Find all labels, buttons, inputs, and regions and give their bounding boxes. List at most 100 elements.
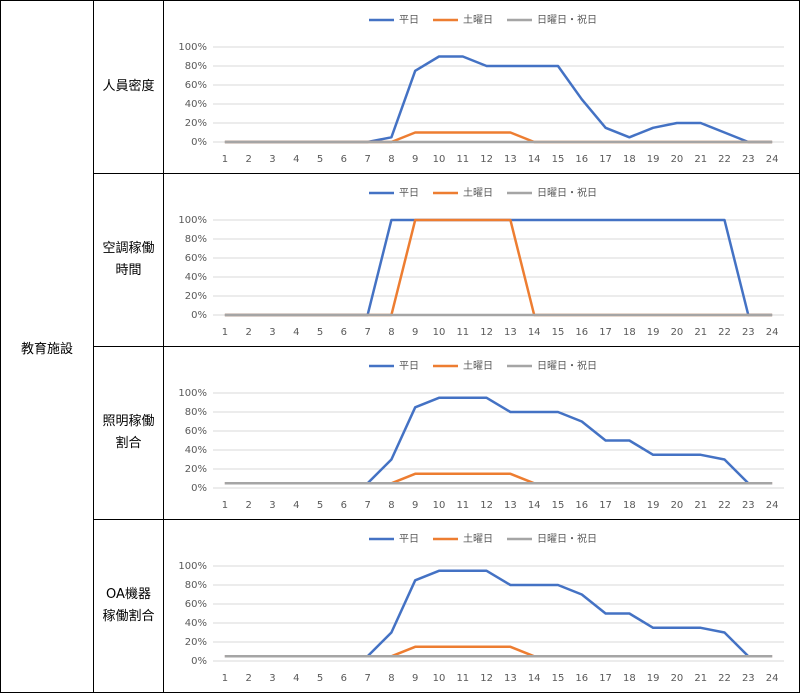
- x-tick-label: 22: [718, 154, 731, 165]
- x-tick-label: 21: [694, 154, 707, 165]
- series-line: [224, 472, 773, 485]
- x-tick-label: 17: [599, 500, 612, 511]
- x-tick-label: 23: [742, 673, 755, 684]
- y-tick-label: 0%: [191, 310, 207, 321]
- x-tick-label: 5: [317, 327, 323, 338]
- y-tick-label: 100%: [178, 388, 207, 399]
- legend-label: 平日: [399, 534, 419, 545]
- x-tick-label: 1: [222, 500, 228, 511]
- y-tick-label: 0%: [191, 137, 207, 148]
- row-label: 空調稼働: [102, 241, 155, 256]
- x-tick-label: 21: [694, 673, 707, 684]
- series-line: [224, 645, 773, 658]
- x-tick-label: 17: [599, 327, 612, 338]
- x-tick-label: 18: [623, 673, 636, 684]
- x-tick-label: 15: [552, 673, 565, 684]
- x-tick-label: 4: [293, 673, 299, 684]
- x-tick-label: 15: [552, 500, 565, 511]
- group-label: 教育施設: [20, 341, 73, 357]
- x-tick-label: 16: [575, 154, 588, 165]
- x-tick-label: 4: [293, 327, 299, 338]
- x-tick-label: 1: [222, 673, 228, 684]
- y-tick-label: 80%: [185, 407, 207, 418]
- x-tick-label: 9: [412, 154, 418, 165]
- x-tick-label: 17: [599, 154, 612, 165]
- row-label-cell: 空調稼働 時間: [93, 173, 163, 346]
- chart: 0%20%40%60%80%100%1 2 3 4 5 6 7 8 9 10 11 12 13 14 15 1…: [178, 359, 784, 511]
- y-tick-label: 20%: [185, 118, 207, 129]
- x-tick-label: 17: [599, 673, 612, 684]
- x-tick-label: 18: [623, 500, 636, 511]
- legend-label: 平日: [399, 188, 419, 199]
- x-tick-label: 8: [388, 500, 394, 511]
- y-tick-label: 20%: [185, 637, 207, 648]
- chart-cell: 0% 20% 40% 60% 80% 100% 1 2 3 4 5 6 7 8 9 10 11 12 13 14 15 1…: [163, 519, 799, 692]
- series-line: [224, 569, 773, 658]
- row-label: 時間: [115, 263, 142, 278]
- x-tick-label: 14: [528, 154, 541, 165]
- chart: 0%20%40%60%80%100%1 2 3 4 5 6 7 8 9 10 11 12 13 14 15 1…: [178, 13, 784, 165]
- legend-label: 土曜日: [463, 359, 493, 372]
- series-line: [224, 218, 773, 317]
- x-tick-label: 14: [528, 500, 541, 511]
- series-line: [224, 55, 773, 144]
- x-tick-label: 4: [293, 154, 299, 165]
- x-tick-label: 9: [412, 327, 418, 338]
- x-tick-label: 19: [647, 673, 660, 684]
- row-label-cell: 照明稼働 割合: [93, 346, 163, 519]
- y-tick-label: 40%: [185, 272, 207, 283]
- x-tick-label: 22: [718, 673, 731, 684]
- x-tick-label: 11: [456, 673, 469, 684]
- y-tick-label: 100%: [178, 215, 207, 226]
- x-tick-label: 22: [718, 500, 731, 511]
- y-tick-label: 80%: [185, 580, 207, 591]
- x-tick-label: 11: [456, 500, 469, 511]
- y-tick-label: 0%: [191, 656, 207, 667]
- row-label: 照明稼働: [102, 414, 155, 429]
- y-tick-label: 60%: [185, 253, 207, 264]
- x-tick-label: 7: [364, 154, 370, 165]
- x-tick-label: 2: [246, 154, 252, 165]
- x-tick-label: 13: [504, 500, 517, 511]
- x-tick-label: 3: [269, 673, 275, 684]
- x-tick-label: 6: [341, 327, 347, 338]
- x-tick-label: 15: [552, 327, 565, 338]
- x-tick-label: 9: [412, 500, 418, 511]
- y-tick-label: 60%: [185, 599, 207, 610]
- x-tick-label: 16: [575, 500, 588, 511]
- x-tick-label: 12: [480, 673, 493, 684]
- series-line: [224, 396, 773, 485]
- y-tick-label: 80%: [185, 234, 207, 245]
- x-tick-label: 24: [766, 673, 779, 684]
- x-tick-label: 19: [647, 500, 660, 511]
- x-tick-label: 3: [269, 500, 275, 511]
- x-tick-label: 6: [341, 673, 347, 684]
- y-tick-label: 40%: [185, 99, 207, 110]
- x-tick-label: 5: [317, 154, 323, 165]
- x-tick-label: 16: [575, 327, 588, 338]
- x-tick-label: 24: [766, 154, 779, 165]
- x-tick-label: 13: [504, 673, 517, 684]
- x-tick-label: 23: [742, 154, 755, 165]
- group-cell: 教育施設: [0, 0, 93, 692]
- x-tick-label: 23: [742, 500, 755, 511]
- x-tick-label: 7: [364, 327, 370, 338]
- legend-label: 日曜日・祝日: [537, 13, 597, 26]
- x-tick-label: 5: [317, 673, 323, 684]
- x-tick-label: 11: [456, 154, 469, 165]
- legend-label: 平日: [399, 361, 419, 372]
- chart: 0%20%40%60%80%100%1 2 3 4 5 6 7 8 9 10 11 12 13 14 15 1…: [178, 186, 784, 338]
- x-tick-label: 3: [269, 327, 275, 338]
- x-tick-label: 8: [388, 673, 394, 684]
- y-tick-label: 20%: [185, 291, 207, 302]
- x-tick-label: 21: [694, 500, 707, 511]
- x-tick-label: 14: [528, 673, 541, 684]
- y-tick-label: 20%: [185, 464, 207, 475]
- x-tick-label: 8: [388, 154, 394, 165]
- series-line: [224, 218, 773, 317]
- x-tick-label: 2: [246, 673, 252, 684]
- x-tick-label: 20: [671, 673, 684, 684]
- series-line: [224, 131, 773, 144]
- legend-label: 日曜日・祝日: [537, 359, 597, 372]
- x-tick-label: 11: [456, 327, 469, 338]
